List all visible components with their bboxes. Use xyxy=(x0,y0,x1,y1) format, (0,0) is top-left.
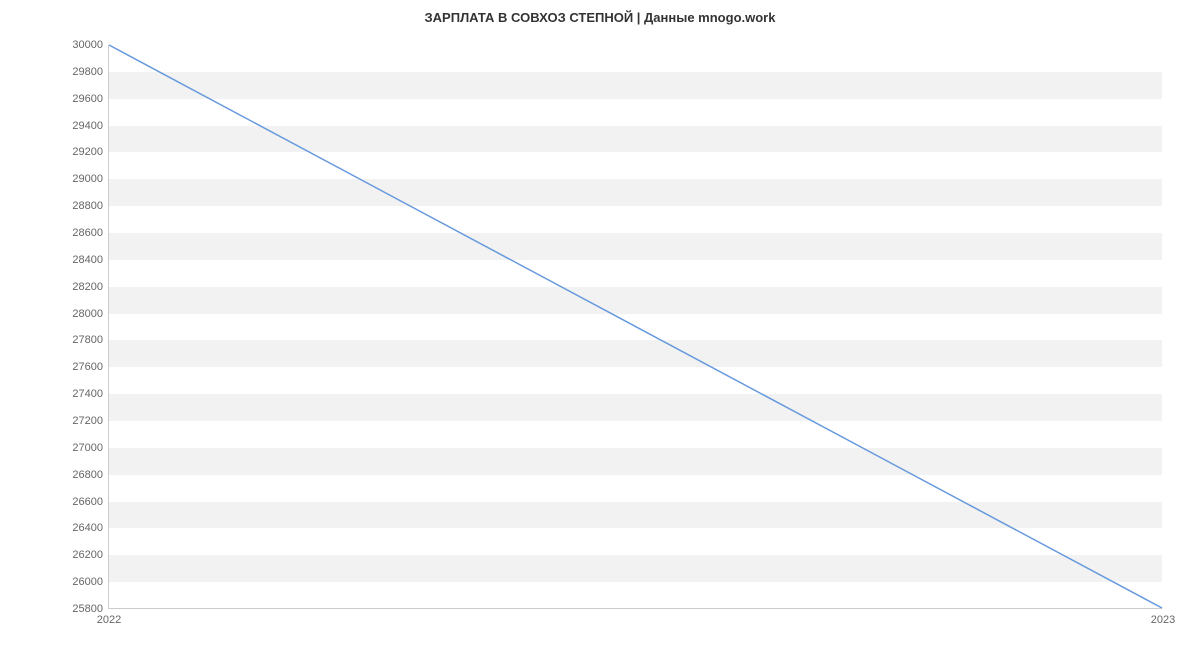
y-tick-label: 27800 xyxy=(72,334,103,346)
y-tick-label: 28800 xyxy=(72,200,103,212)
y-tick-label: 27000 xyxy=(72,442,103,454)
y-tick-label: 29200 xyxy=(72,146,103,158)
line-series xyxy=(109,45,1162,608)
y-tick-label: 30000 xyxy=(72,39,103,51)
y-tick-label: 27400 xyxy=(72,388,103,400)
y-tick-label: 28600 xyxy=(72,227,103,239)
y-tick-label: 29600 xyxy=(72,93,103,105)
x-tick-label: 2023 xyxy=(1151,614,1175,626)
x-tick-label: 2022 xyxy=(97,614,121,626)
y-tick-label: 26000 xyxy=(72,576,103,588)
chart-plot-area: 2580026000262002640026600268002700027200… xyxy=(108,45,1162,609)
y-tick-label: 28400 xyxy=(72,254,103,266)
y-tick-label: 26800 xyxy=(72,469,103,481)
y-tick-label: 29800 xyxy=(72,66,103,78)
y-tick-label: 26600 xyxy=(72,496,103,508)
y-tick-label: 27600 xyxy=(72,361,103,373)
y-tick-label: 27200 xyxy=(72,415,103,427)
chart-title: ЗАРПЛАТА В СОВХОЗ СТЕПНОЙ | Данные mnogo… xyxy=(0,0,1200,25)
y-tick-label: 28000 xyxy=(72,308,103,320)
y-tick-label: 26400 xyxy=(72,522,103,534)
y-tick-label: 29400 xyxy=(72,120,103,132)
y-tick-label: 28200 xyxy=(72,281,103,293)
series-line xyxy=(109,45,1162,608)
y-tick-label: 29000 xyxy=(72,173,103,185)
y-tick-label: 26200 xyxy=(72,549,103,561)
